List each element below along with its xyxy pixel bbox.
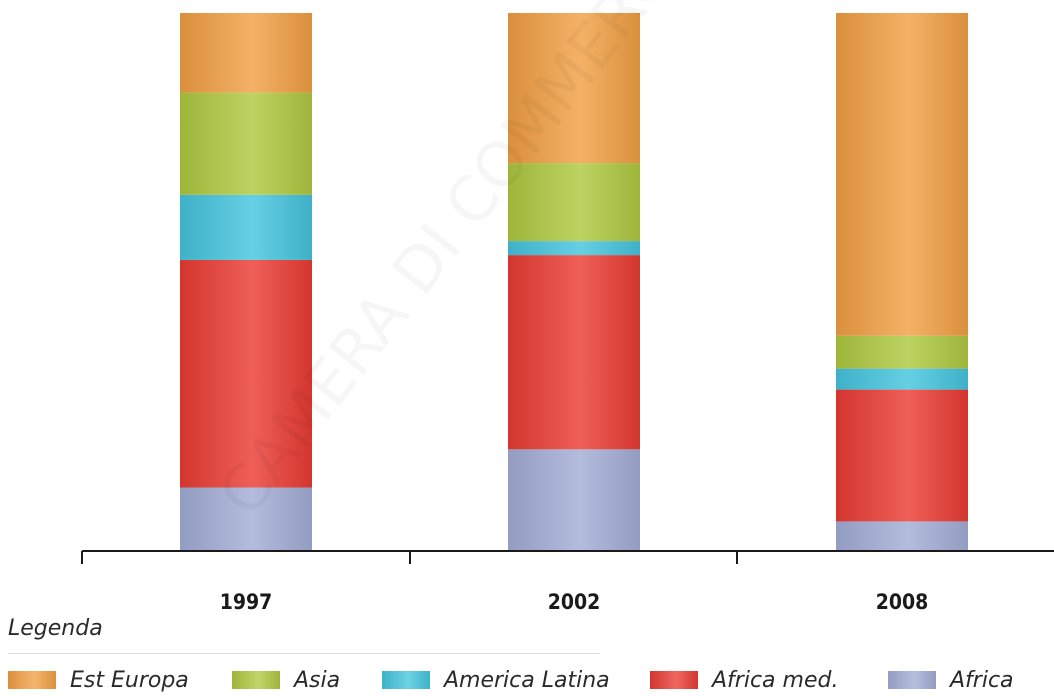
x-tick-label-2008: 2008 [876, 590, 929, 614]
legend-item-africa-med: Africa med. [650, 664, 838, 696]
x-tick-label-2002: 2002 [548, 590, 601, 614]
bar-2008-africa [836, 521, 968, 551]
bar-2002-africa [508, 449, 640, 551]
x-tick-label-1997: 1997 [220, 590, 273, 614]
bar-1997-america-latina [180, 194, 312, 260]
legend-title: Legenda [8, 616, 103, 641]
bar-2008-est-europa [836, 13, 968, 336]
legend: Est Europa Asia America Latina Africa me… [8, 664, 1054, 696]
legend-label-africa: Africa [950, 667, 1014, 693]
stacked-bar-chart: CAMERA DI COMMERCIO 1997 2002 2008 [81, 13, 1054, 614]
legend-swatch-america-latina [382, 671, 430, 689]
legend-item-est-europa: Est Europa [8, 664, 189, 696]
x-tick-labels: 1997 2002 2008 [220, 590, 929, 614]
bar-1997-africa-med [180, 259, 312, 488]
legend-label-asia: Asia [294, 667, 341, 693]
legend-swatch-africa [888, 671, 936, 689]
legend-item-america-latina: America Latina [382, 664, 610, 696]
bar-1997-asia [180, 92, 312, 195]
bar-2002-africa-med [508, 255, 640, 450]
legend-item-africa: Africa [888, 664, 1014, 696]
legend-swatch-est-europa [8, 671, 56, 689]
legend-label-africa-med: Africa med. [712, 667, 839, 693]
bars-layer [180, 13, 968, 551]
legend-swatch-africa-med [650, 671, 698, 689]
legend-divider [8, 653, 600, 654]
legend-swatch-asia [232, 671, 280, 689]
bar-2008-asia [836, 335, 968, 369]
legend-label-america-latina: America Latina [444, 667, 610, 693]
bar-2002-america-latina [508, 241, 640, 256]
bar-2002-asia [508, 163, 640, 242]
bar-1997-est-europa [180, 13, 312, 93]
legend-item-asia: Asia [232, 664, 340, 696]
legend-label-est-europa: Est Europa [70, 667, 189, 693]
bar-2008-america-latina [836, 368, 968, 390]
bar-2008-africa-med [836, 389, 968, 522]
bar-1997-africa [180, 487, 312, 551]
bar-2002-est-europa [508, 13, 640, 164]
